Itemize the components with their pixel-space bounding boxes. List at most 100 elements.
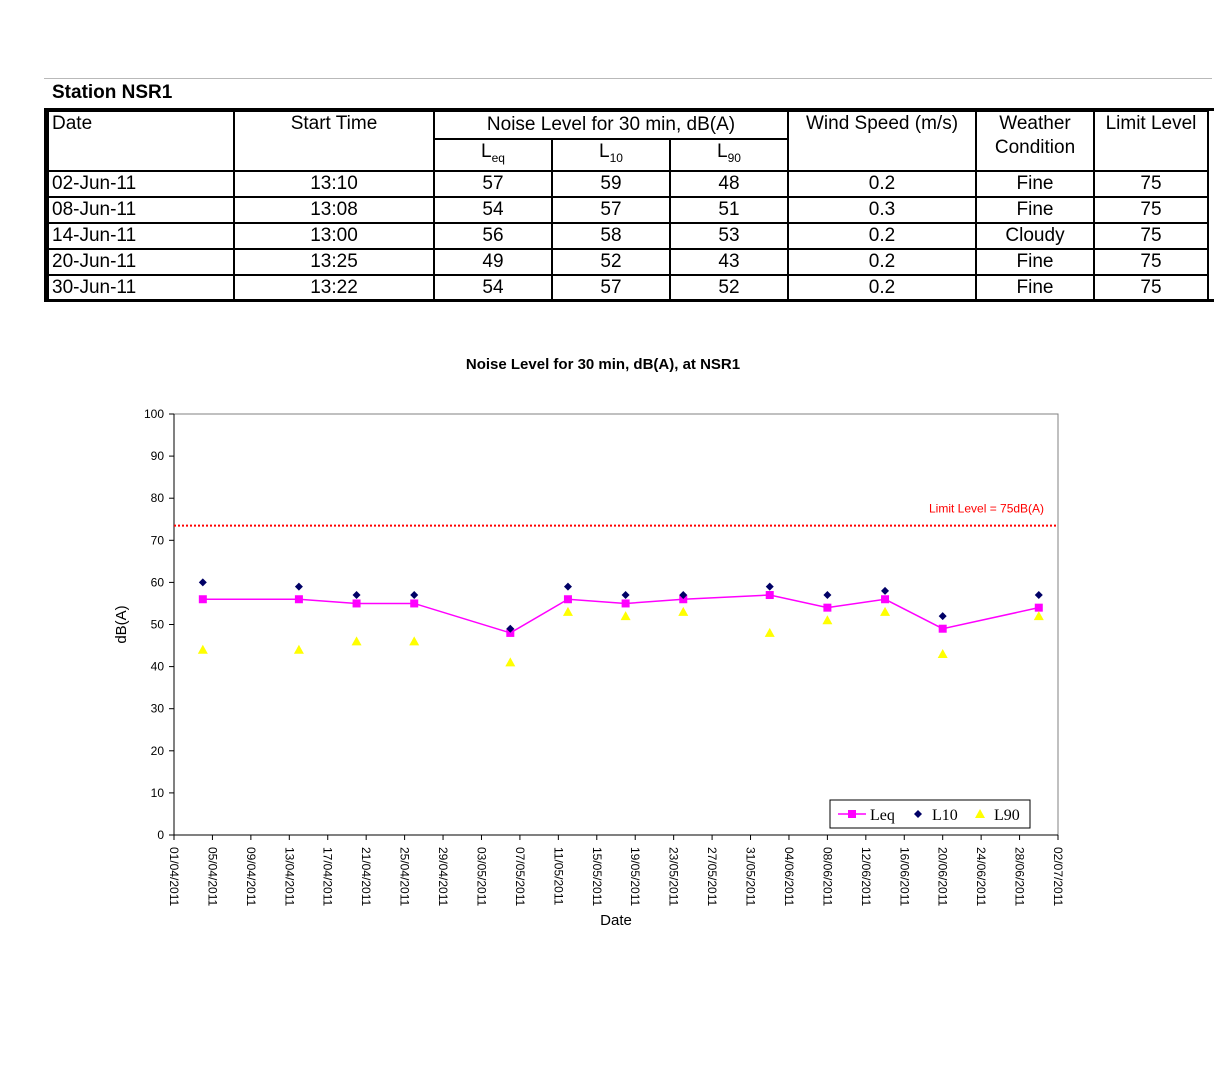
y-tick-label: 40 (151, 660, 165, 674)
data-point-l90 (1033, 611, 1044, 621)
cell-l10: 58 (551, 222, 671, 250)
data-point-l90 (562, 606, 573, 616)
x-axis-label: Date (600, 912, 632, 929)
cell-date: 02-Jun-11 (47, 170, 235, 198)
y-tick-label: 20 (151, 744, 165, 758)
cell-start-time: 13:25 (233, 248, 435, 276)
x-tick-label: 28/06/2011 (1013, 847, 1027, 906)
data-point-l10 (410, 591, 419, 600)
x-tick-label: 24/06/2011 (974, 847, 988, 906)
station-title: Station NSR1 (52, 82, 173, 103)
cell-wind: 0.3 (787, 196, 977, 224)
leq-main: L (481, 141, 492, 162)
x-tick-label: 25/04/2011 (398, 847, 412, 906)
series-line-leq (202, 594, 1039, 634)
cell-start-time: 13:22 (233, 274, 435, 302)
limit-line-label: Limit Level = 75dB(A) (929, 502, 1044, 516)
table-row: 14-Jun-11 13:00 56 58 53 0.2 Cloudy 75 (47, 222, 1209, 250)
data-point-l10 (1034, 591, 1043, 600)
data-point-l10 (294, 582, 303, 591)
leq-sub: eq (491, 151, 505, 165)
x-tick-label: 19/05/2011 (628, 847, 642, 906)
col-header-start-time: Start Time (233, 110, 435, 172)
col-header-weather: Weather Condition (975, 110, 1095, 172)
x-tick-label: 03/05/2011 (474, 847, 488, 906)
data-point-leq (621, 599, 630, 608)
data-point-leq (198, 595, 207, 604)
x-tick-label: 02/07/2011 (1051, 847, 1065, 906)
data-point-l10 (563, 582, 572, 591)
x-tick-label: 21/04/2011 (359, 847, 373, 906)
data-point-l90 (764, 627, 775, 637)
y-tick-label: 0 (157, 828, 164, 842)
data-point-l90 (293, 644, 304, 654)
col-header-noise-group: Noise Level for 30 min, dB(A) (433, 110, 789, 140)
l90-sub: 90 (727, 151, 741, 165)
data-point-l10 (881, 586, 890, 595)
col-header-wind: Wind Speed (m/s) (787, 110, 977, 172)
data-point-l10 (198, 578, 207, 587)
data-point-l90 (880, 606, 891, 616)
x-tick-label: 15/05/2011 (590, 847, 604, 906)
noise-table: Date Start Time Noise Level for 30 min, … (47, 110, 1209, 302)
x-tick-label: 16/06/2011 (897, 847, 911, 906)
x-tick-label: 29/04/2011 (436, 847, 450, 906)
cell-limit: 75 (1093, 196, 1209, 224)
data-point-leq (563, 595, 572, 604)
l90-main: L (717, 141, 728, 162)
data-point-l10 (765, 582, 774, 591)
top-rule (44, 78, 1212, 79)
plot-area (173, 413, 1059, 836)
data-point-leq (823, 603, 832, 612)
l10-sub: 10 (609, 151, 623, 165)
cell-leq: 56 (433, 222, 553, 250)
cell-weather: Fine (975, 196, 1095, 224)
col-header-date: Date (47, 110, 235, 172)
cell-l10: 52 (551, 248, 671, 276)
data-point-l10 (352, 591, 361, 600)
cell-weather: Fine (975, 170, 1095, 198)
data-point-l90 (197, 644, 208, 654)
data-point-l90 (937, 648, 948, 658)
table-subheader-row: Leq L10 L90 (48, 138, 1208, 172)
data-point-l10 (938, 612, 947, 621)
cell-l10: 57 (551, 196, 671, 224)
x-tick-label: 07/05/2011 (513, 847, 527, 906)
table-row: 20-Jun-11 13:25 49 52 43 0.2 Fine 75 (47, 248, 1209, 276)
legend-marker-l90 (975, 809, 985, 818)
weather-header-line1: Weather (999, 113, 1071, 134)
y-tick-label: 50 (151, 618, 165, 632)
data-point-l10 (679, 591, 688, 600)
cell-date: 20-Jun-11 (47, 248, 235, 276)
x-tick-label: 23/05/2011 (667, 847, 681, 906)
cell-start-time: 13:00 (233, 222, 435, 250)
x-tick-label: 20/06/2011 (936, 847, 950, 906)
cell-weather: Cloudy (975, 222, 1095, 250)
data-point-l90 (822, 615, 833, 625)
y-tick-label: 100 (144, 407, 164, 421)
y-tick-label: 60 (151, 575, 165, 589)
x-tick-label: 08/06/2011 (820, 847, 834, 906)
data-point-l90 (620, 611, 631, 621)
legend-label-l90: L90 (994, 807, 1020, 824)
l10-main: L (599, 141, 610, 162)
x-tick-label: 13/04/2011 (282, 847, 296, 906)
col-header-limit: Limit Level (1093, 110, 1209, 172)
x-tick-label: 12/06/2011 (859, 847, 873, 906)
x-tick-label: 05/04/2011 (205, 847, 219, 906)
cell-leq: 49 (433, 248, 553, 276)
col-header-l90: L90 (669, 138, 789, 172)
cell-limit: 75 (1093, 274, 1209, 302)
data-point-l10 (506, 624, 515, 633)
cell-l90: 51 (669, 196, 789, 224)
x-tick-label: 09/04/2011 (244, 847, 258, 906)
x-tick-label: 11/05/2011 (551, 847, 565, 906)
y-tick-label: 80 (151, 491, 165, 505)
cell-leq: 54 (433, 196, 553, 224)
legend-label-l10: L10 (932, 807, 958, 824)
data-point-leq (352, 599, 361, 608)
data-point-l90 (409, 636, 420, 646)
legend-label-leq: Leq (870, 807, 895, 824)
data-point-leq (765, 591, 774, 600)
cell-wind: 0.2 (787, 248, 977, 276)
